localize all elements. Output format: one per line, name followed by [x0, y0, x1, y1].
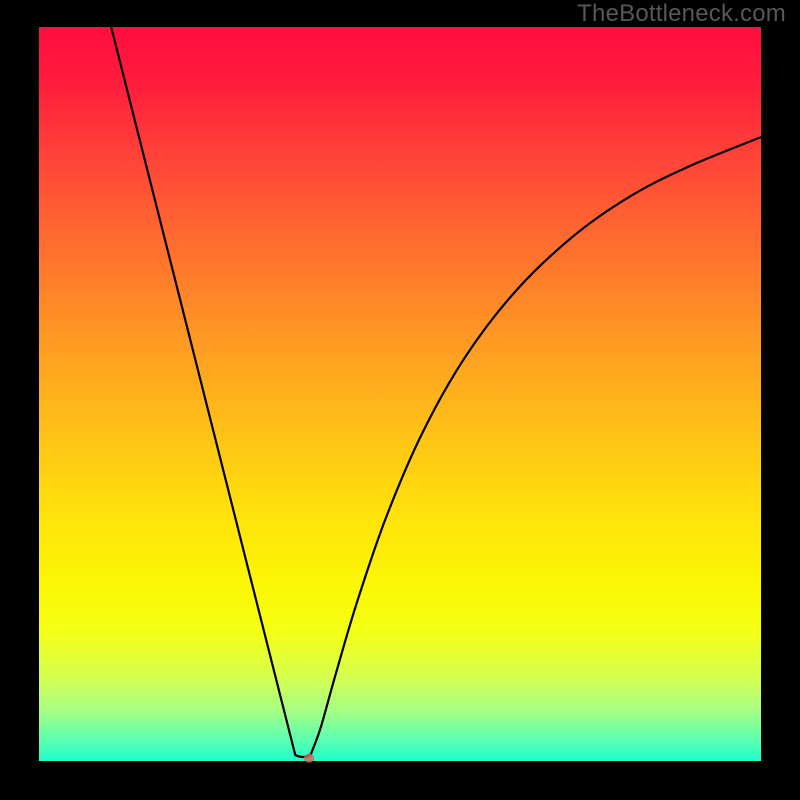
- bottleneck-chart: [0, 0, 800, 800]
- watermark-text: TheBottleneck.com: [577, 0, 786, 28]
- optimal-point-marker: [304, 753, 314, 762]
- plot-container: [0, 0, 800, 800]
- chart-frame: TheBottleneck.com: [0, 0, 800, 800]
